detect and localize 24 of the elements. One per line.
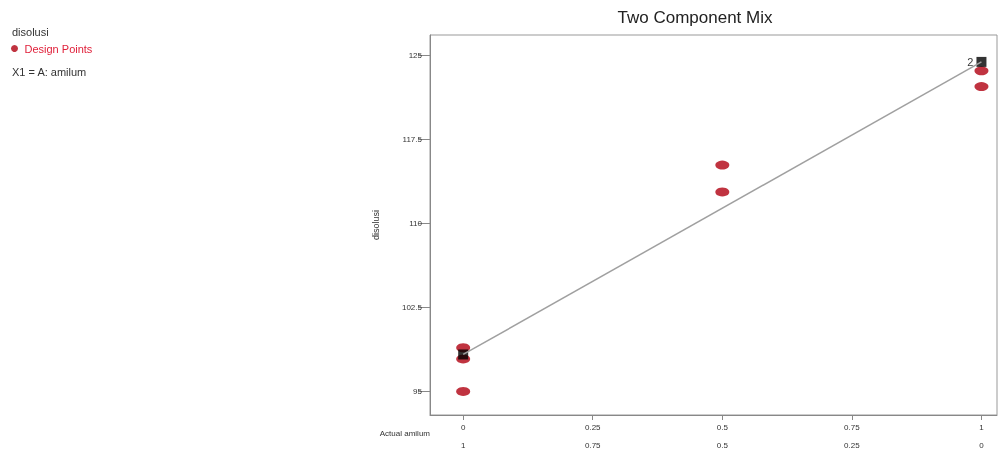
x2-tick-label: 1 [460, 440, 466, 450]
x2-tick-label: 0 [979, 440, 985, 450]
x-tick-label: 0.25 [584, 422, 602, 432]
x2-tick-label: 0.75 [584, 440, 602, 450]
x-tick-label: 1 [979, 422, 985, 432]
annotation: 2 [967, 55, 974, 68]
text: X1 = A: amilum [12, 65, 87, 78]
y-tick-label: 117.5 [402, 134, 423, 144]
y-tick-label: 125 [408, 50, 423, 60]
legend-label: Design Points [24, 42, 93, 55]
chart-title: Two Component Mix [617, 8, 773, 27]
x2-tick-label: 0.25 [844, 440, 861, 450]
point [458, 349, 469, 360]
x-tick-label: 0.5 [716, 422, 729, 432]
x-axis-title: Actual amilum [379, 428, 431, 438]
x-tick-label: 0.75 [844, 422, 861, 432]
x2-tick-label: 0.5 [716, 440, 729, 450]
y-tick-label: 110 [409, 218, 423, 228]
y-tick-label: 95 [413, 386, 423, 396]
text: disolusi [12, 25, 49, 38]
x-tick-label: 0 [460, 422, 466, 432]
y-axis-title: disolusi [370, 209, 381, 241]
y-tick-label: 102.5 [401, 302, 423, 312]
point [976, 56, 987, 67]
